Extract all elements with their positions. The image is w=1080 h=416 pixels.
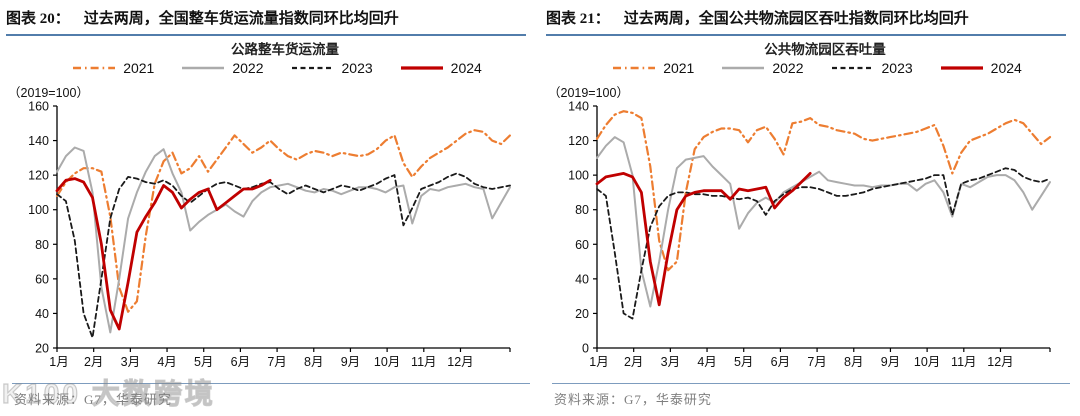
y-tick-label: 160 [28, 100, 49, 114]
y-tick-label: 20 [35, 342, 49, 356]
y-tick-label: 120 [568, 134, 589, 148]
legend-label: 2024 [450, 60, 482, 76]
x-axis-label: 12月 [447, 355, 473, 369]
series-line-2021 [55, 129, 512, 313]
legend-swatch [722, 66, 765, 70]
figure-header: 图表 20： 过去两周，全国整车货运流量指数同环比均回升 [6, 7, 526, 36]
x-axis-label: 2月 [84, 355, 103, 369]
x-axis-label: 6月 [771, 355, 790, 369]
legend-swatch [73, 66, 116, 70]
line-plot: 0 20 40 60 80 100 120 140 1月 2月 3月 4月 5月 6月 7月 8月 9月 10月 1… [568, 100, 1052, 369]
y-tick-label: 100 [28, 203, 49, 217]
legend-label: 2021 [663, 60, 695, 76]
y-tick-label: 100 [568, 169, 589, 183]
legend-swatch [182, 66, 225, 70]
series-line-2024 [595, 171, 812, 307]
legend-item-2021: 2021 [72, 60, 154, 76]
chart-legend: 2021 2022 2023 2024 [560, 58, 1074, 78]
y-tick-label: 40 [575, 272, 589, 286]
x-axis-label: 12月 [987, 355, 1013, 369]
chart-legend: 2021 2022 2023 2024 [20, 58, 534, 78]
y-tick-label: 140 [568, 100, 589, 114]
chart-panel-logistics-park: 图表 21： 过去两周，全国公共物流园区吞吐指数同环比均回升 公共物流园区吞吐量 … [540, 0, 1080, 416]
x-axis-label: 6月 [231, 355, 250, 369]
legend-item-2023: 2023 [291, 60, 373, 76]
source-note: 资料来源：G7，华泰研究 [14, 392, 172, 407]
x-axis-label: 5月 [194, 355, 213, 369]
series-line-2023 [596, 167, 1051, 320]
y-tick-label: 60 [35, 272, 49, 286]
figure-label: 图表 21： [546, 11, 610, 27]
figure-label: 图表 20： [6, 11, 70, 27]
series-line-2024 [55, 177, 272, 331]
legend-swatch [291, 66, 334, 70]
y-tick-label: 60 [575, 238, 589, 252]
figure-title: 过去两周，全国公共物流园区吞吐指数同环比均回升 [623, 11, 969, 27]
chart-title: 公共物流园区吞吐量 [764, 42, 886, 57]
source-note: 资料来源：G7，华泰研究 [554, 392, 712, 407]
figure-title: 过去两周，全国整车货运流量指数同环比均回升 [83, 11, 399, 27]
legend-label: 2022 [772, 60, 804, 76]
x-axis-label: 5月 [734, 355, 753, 369]
legend-label: 2022 [232, 60, 264, 76]
y-tick-label: 20 [575, 307, 589, 321]
x-axis-label: 8月 [304, 355, 323, 369]
x-axis-label: 10月 [374, 355, 400, 369]
legend-item-2021: 2021 [612, 60, 694, 76]
legend-label: 2024 [990, 60, 1022, 76]
axis-lines [56, 106, 510, 349]
x-axis-label: 10月 [914, 355, 940, 369]
x-axis-label: 7月 [807, 355, 826, 369]
legend-swatch [400, 66, 443, 70]
legend-item-2023: 2023 [831, 60, 913, 76]
legend-swatch [613, 66, 656, 70]
figure-header: 图表 21： 过去两周，全国公共物流园区吞吐指数同环比均回升 [546, 7, 1066, 36]
x-axis-label: 11月 [951, 355, 976, 369]
x-axis-label: 11月 [411, 355, 436, 369]
y-axis-unit-label: （2019=100） [8, 86, 89, 100]
y-tick-label: 120 [28, 169, 49, 183]
legend-label: 2021 [123, 60, 155, 76]
legend-item-2022: 2022 [721, 60, 804, 76]
x-axis-label: 1月 [589, 355, 608, 369]
y-tick-label: 140 [28, 134, 49, 148]
chart-panel-truck-freight: 图表 20： 过去两周，全国整车货运流量指数同环比均回升 公路整车货运流量 202… [6, 7, 534, 407]
legend-label: 2023 [341, 60, 373, 76]
series-line-2022 [56, 146, 511, 334]
figure-bottom-rule [12, 383, 530, 384]
legend-item-2024: 2024 [940, 60, 1022, 76]
legend-swatch [831, 66, 874, 70]
series-line-2023 [56, 172, 511, 339]
y-tick-label: 40 [35, 307, 49, 321]
x-axis-label: 4月 [157, 355, 176, 369]
legend-label: 2023 [881, 60, 913, 76]
x-axis-label: 3月 [121, 355, 140, 369]
x-axis-label: 9月 [881, 355, 900, 369]
x-axis-label: 8月 [844, 355, 863, 369]
series-line-2022 [596, 136, 1051, 308]
x-axis-label: 9月 [341, 355, 360, 369]
y-tick-label: 80 [35, 238, 49, 252]
series-line-2021 [595, 110, 1052, 272]
x-axis-label: 7月 [267, 355, 286, 369]
y-tick-label: 0 [582, 342, 589, 356]
x-axis-label: 4月 [697, 355, 716, 369]
legend-item-2024: 2024 [400, 60, 482, 76]
y-tick-label: 80 [575, 203, 589, 217]
x-axis-label: 3月 [661, 355, 680, 369]
x-axis-label: 2月 [624, 355, 643, 369]
legend-swatch [940, 66, 983, 70]
figure-bottom-rule [552, 383, 1070, 384]
x-axis-label: 1月 [49, 355, 68, 369]
chart-title: 公路整车货运流量 [231, 42, 339, 57]
y-axis-unit-label: （2019=100） [548, 86, 629, 100]
legend-item-2022: 2022 [181, 60, 264, 76]
line-plot: 20 40 60 80 100 120 140 160 1月 2月 3月 4月 5月 6月 7月 8月 9月 10… [28, 100, 512, 369]
